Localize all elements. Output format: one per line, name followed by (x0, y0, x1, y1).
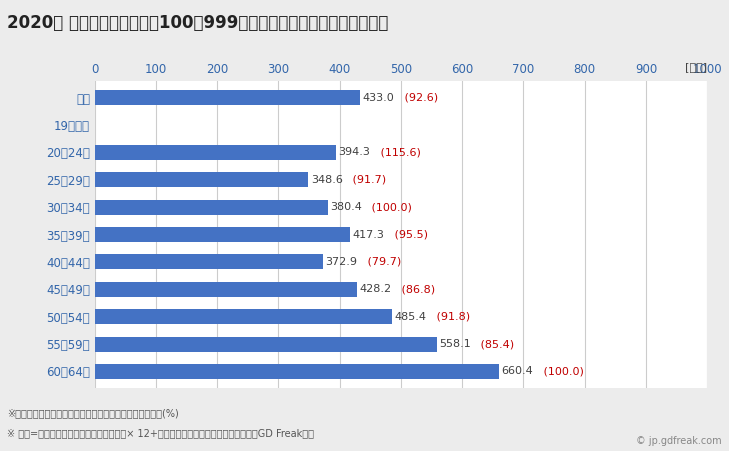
Text: 433.0: 433.0 (362, 92, 394, 103)
Bar (95, 254, 323, 269)
Text: 485.4: 485.4 (394, 312, 426, 322)
Text: 2020年 民間企業（従業者数100～999人）フルタイム労働者の平均年収: 2020年 民間企業（従業者数100～999人）フルタイム労働者の平均年収 (7, 14, 389, 32)
Text: © jp.gdfreak.com: © jp.gdfreak.com (636, 437, 722, 446)
Bar (95, 172, 308, 187)
Text: (100.0): (100.0) (368, 202, 412, 212)
Text: 394.3: 394.3 (339, 147, 370, 157)
Text: (85.4): (85.4) (477, 339, 514, 349)
Text: 558.1: 558.1 (439, 339, 471, 349)
Text: ※ 年収=「きまって支給する現金給与額」× 12+「年間賞与その他特別給与額」としてGD Freak推計: ※ 年収=「きまって支給する現金給与額」× 12+「年間賞与その他特別給与額」と… (7, 428, 314, 438)
Text: (91.7): (91.7) (349, 175, 386, 185)
Bar (95, 364, 499, 379)
Text: 417.3: 417.3 (353, 230, 385, 239)
Bar (95, 145, 336, 160)
Bar (95, 90, 360, 105)
Text: (91.8): (91.8) (432, 312, 469, 322)
Text: (86.8): (86.8) (397, 284, 434, 295)
Text: 660.4: 660.4 (502, 366, 534, 377)
Bar (95, 309, 392, 324)
Text: (95.5): (95.5) (391, 230, 428, 239)
Text: 348.6: 348.6 (311, 175, 343, 185)
Text: (92.6): (92.6) (400, 92, 437, 103)
Bar (95, 200, 328, 215)
Text: ※（）内は域内の同業種・同年齢層の平均所得に対する比(%): ※（）内は域内の同業種・同年齢層の平均所得に対する比(%) (7, 408, 179, 418)
Bar (95, 336, 437, 352)
Text: 372.9: 372.9 (326, 257, 357, 267)
Text: 428.2: 428.2 (359, 284, 391, 295)
Text: (115.6): (115.6) (377, 147, 421, 157)
Text: 380.4: 380.4 (330, 202, 362, 212)
Bar (95, 227, 351, 242)
Text: (79.7): (79.7) (364, 257, 401, 267)
Bar (95, 282, 357, 297)
Text: [万円]: [万円] (685, 62, 707, 72)
Text: (100.0): (100.0) (539, 366, 584, 377)
